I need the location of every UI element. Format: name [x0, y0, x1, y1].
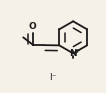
Text: N: N: [69, 49, 77, 58]
Text: I⁻: I⁻: [49, 73, 57, 82]
Text: O: O: [29, 22, 37, 31]
Text: +: +: [74, 48, 79, 54]
